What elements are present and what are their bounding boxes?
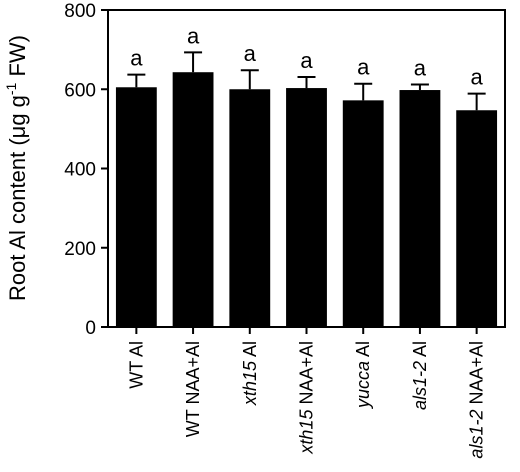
category-label-part: als1-2 — [467, 410, 487, 459]
category-label: WT NAA+Al — [183, 341, 203, 437]
bar — [399, 90, 441, 327]
category-label: yucca Al — [353, 341, 373, 410]
y-tick-label: 200 — [64, 239, 96, 260]
y-tick-label: 600 — [64, 80, 96, 101]
significance-label: a — [244, 41, 257, 66]
significance-label: a — [414, 55, 427, 80]
significance-label: a — [130, 46, 143, 71]
bar — [172, 72, 214, 328]
bar — [456, 110, 498, 327]
y-axis-label: Root Al content (μg g-1 FW) — [3, 35, 30, 301]
category-label-part: Al — [240, 341, 260, 361]
category-label-part: NAA+Al — [297, 341, 317, 410]
category-label: xth15 Al — [240, 341, 260, 406]
bar — [229, 89, 271, 327]
category-label-part: WT — [126, 361, 146, 389]
category-label-part: Al — [353, 341, 373, 361]
significance-label: a — [187, 23, 200, 48]
category-label: WT Al — [126, 341, 146, 389]
y-tick-label: 400 — [64, 160, 96, 181]
category-label-part: Al — [410, 341, 430, 361]
bar — [342, 100, 384, 327]
category-label-part: NAA+Al — [467, 341, 487, 410]
y-axis-label-part: -1 — [3, 82, 19, 95]
plot-area: 0 200 400 600 800 a WT Al a WT NAA+Al a xth15 Al a x… — [64, 1, 506, 459]
bar — [286, 88, 327, 327]
category-label: als1-2 Al — [410, 341, 430, 410]
y-axis-label-part: Root Al content (μg g — [5, 95, 30, 301]
category-label-part: yucca — [353, 361, 373, 410]
bar — [115, 87, 157, 327]
significance-label: a — [357, 55, 370, 80]
category-label-part: Al — [126, 341, 146, 361]
category-label-part: WT NAA+Al — [183, 341, 203, 437]
category-label: als1-2 NAA+Al — [467, 341, 487, 459]
y-axis-label-part: FW) — [5, 35, 30, 83]
significance-label: a — [471, 65, 484, 90]
y-tick-label: 0 — [85, 318, 96, 339]
category-label-part: als1-2 — [410, 361, 430, 410]
category-label-part: xth15 — [297, 409, 317, 455]
y-tick-label: 800 — [64, 1, 96, 22]
category-label-part: xth15 — [240, 360, 260, 406]
category-label: xth15 NAA+Al — [297, 341, 317, 455]
significance-label: a — [300, 48, 313, 73]
